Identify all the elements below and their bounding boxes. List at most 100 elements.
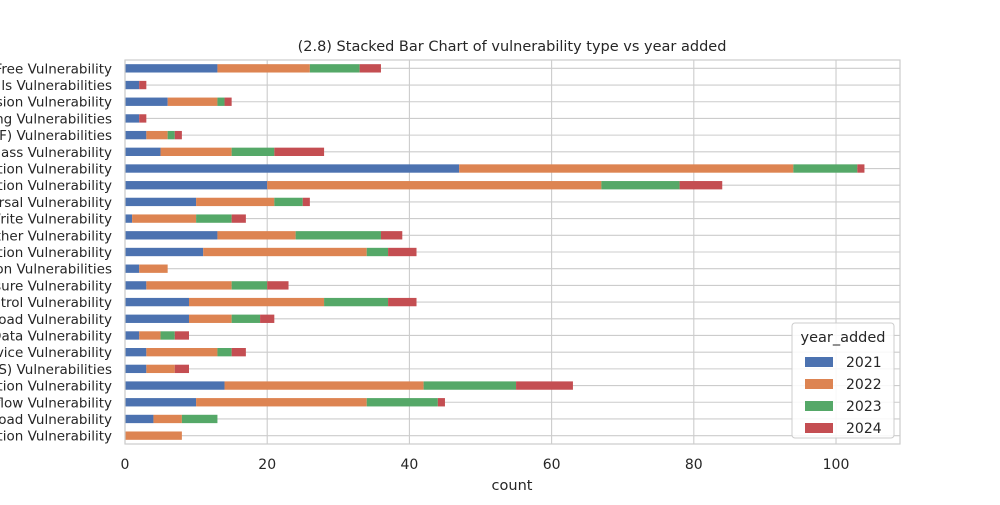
x-tick-label: 20 (258, 457, 276, 473)
legend-title: year_added (800, 330, 885, 346)
bar-segment-2022 (167, 97, 218, 106)
y-tick-label: sion Vulnerability (0, 95, 112, 111)
bar-segment-2021 (125, 264, 140, 273)
y-tick-label: Free Vulnerability (0, 61, 112, 77)
bar-segment-2024 (174, 364, 189, 374)
bar-segment-2023 (324, 297, 389, 307)
y-tick-label: sure Vulnerability (0, 278, 112, 294)
bar-segment-2021 (125, 381, 225, 390)
bar-segment-2021 (125, 398, 197, 407)
bar-segment-2022 (153, 414, 182, 424)
bar-segment-2024 (437, 398, 445, 407)
bar-segment-2021 (125, 281, 147, 290)
bar-segment-2024 (231, 214, 246, 223)
bar-segment-2022 (146, 364, 175, 374)
bar-segment-2023 (231, 147, 275, 156)
bars-layer (125, 64, 865, 440)
x-axis-ticks: 0 20 40 60 80 100 (121, 457, 850, 473)
bar-segment-2021 (125, 147, 161, 156)
bar-segment-2021 (125, 80, 140, 90)
bar-segment-2022 (459, 164, 794, 173)
bar-segment-2023 (793, 164, 858, 173)
bar-segment-2024 (516, 381, 573, 390)
y-tick-label: tion Vulnerability (0, 245, 112, 261)
bar-segment-2024 (857, 164, 865, 173)
legend-label-2022: 2022 (846, 377, 882, 393)
x-tick-label: 0 (121, 457, 130, 473)
bar-segment-2024 (380, 231, 403, 240)
bar-segment-2023 (217, 97, 225, 106)
chart-title: (2.8) Stacked Bar Chart of vulnerability… (298, 39, 727, 55)
y-tick-label: Data Vulnerability (0, 328, 112, 344)
legend-swatch-2024 (805, 423, 833, 433)
x-tick-label: 40 (400, 457, 418, 473)
y-tick-label: F) Vulnerabilities (0, 128, 112, 144)
y-tick-label: flow Vulnerability (0, 395, 112, 411)
y-tick-label: tion Vulnerability (0, 178, 112, 194)
y-tick-label: tion Vulnerability (0, 162, 112, 178)
bar-segment-2023 (366, 398, 438, 407)
y-tick-label: ng Vulnerabilities (0, 111, 112, 127)
x-axis-label: count (492, 478, 533, 494)
bar-segment-2021 (125, 364, 147, 374)
bar-segment-2023 (601, 181, 680, 190)
y-tick-label: tion Vulnerability (0, 429, 112, 445)
bar-segment-2023 (231, 281, 268, 290)
bar-segment-2024 (224, 97, 232, 106)
bar-segment-2024 (359, 64, 381, 73)
bar-segment-2024 (174, 130, 182, 140)
bar-segment-2022 (139, 331, 161, 340)
bar-segment-2021 (125, 181, 268, 190)
bar-segment-2021 (125, 247, 204, 257)
bar-segment-2023 (274, 197, 303, 207)
bar-segment-2022 (125, 431, 182, 440)
bar-segment-2022 (196, 398, 367, 407)
y-tick-label: Write Vulnerability (0, 212, 112, 228)
bar-segment-2021 (125, 348, 147, 357)
bar-segment-2021 (125, 231, 218, 240)
bar-segment-2023 (167, 130, 175, 140)
bar-segment-2023 (366, 247, 389, 257)
bar-segment-2022 (217, 231, 296, 240)
y-tick-label: S) Vulnerabilities (0, 362, 112, 378)
bar-segment-2021 (125, 314, 189, 323)
x-tick-label: 100 (823, 457, 850, 473)
bar-segment-2024 (174, 331, 189, 340)
bar-segment-2022 (160, 147, 232, 156)
bar-segment-2021 (125, 197, 197, 207)
bar-segment-2023 (295, 231, 381, 240)
y-tick-label: on Vulnerabilities (0, 262, 112, 278)
bar-segment-2022 (146, 348, 218, 357)
bar-segment-2021 (125, 114, 140, 123)
x-tick-label: 80 (685, 457, 703, 473)
bar-segment-2023 (160, 331, 175, 340)
bar-segment-2022 (267, 181, 602, 190)
y-tick-label: ther Vulnerability (0, 228, 112, 244)
y-tick-label: ls Vulnerabilities (1, 78, 112, 94)
bar-segment-2024 (388, 297, 417, 307)
bar-segment-2021 (125, 331, 140, 340)
legend-label-2024: 2024 (846, 421, 882, 437)
bar-segment-2022 (217, 64, 310, 73)
bar-segment-2023 (196, 214, 232, 223)
legend-items: 2021 2022 2023 2024 (805, 355, 882, 437)
bar-segment-2022 (203, 247, 367, 257)
bar-segment-2022 (188, 297, 325, 307)
y-tick-label: ass Vulnerability (1, 145, 112, 161)
bar-segment-2022 (132, 214, 197, 223)
y-tick-label: tion Vulnerability (0, 379, 112, 395)
bar-segment-2023 (423, 381, 517, 390)
bar-segment-2022 (188, 314, 232, 323)
bar-segment-2024 (302, 197, 310, 207)
bar-segment-2024 (274, 147, 325, 156)
legend-swatch-2023 (805, 401, 833, 411)
bar-segment-2021 (125, 64, 218, 73)
y-tick-label: vice Vulnerability (0, 345, 112, 361)
bar-segment-2024 (139, 114, 147, 123)
bar-segment-2021 (125, 97, 168, 106)
bar-segment-2022 (139, 264, 168, 273)
bar-segment-2023 (231, 314, 261, 323)
bar-segment-2023 (181, 414, 218, 424)
